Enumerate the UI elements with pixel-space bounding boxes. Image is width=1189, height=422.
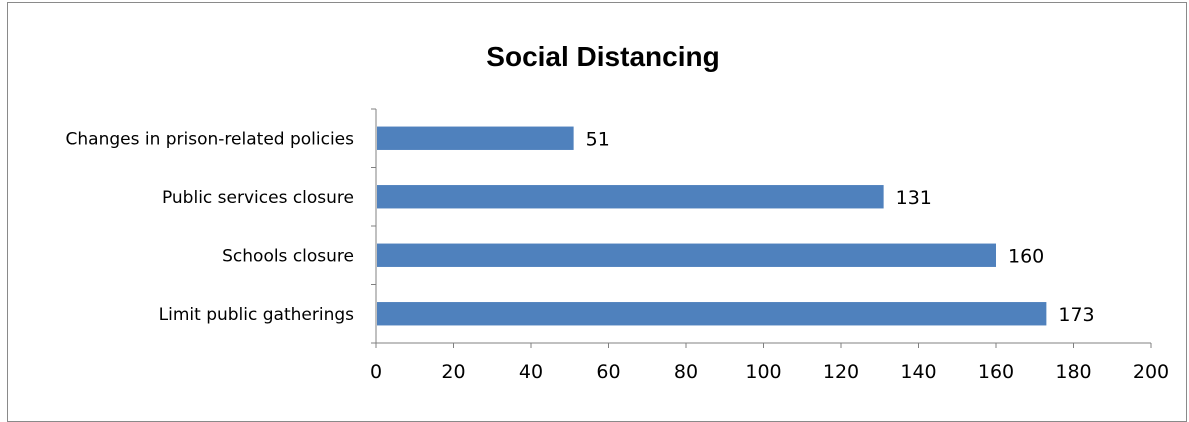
x-tick-label: 0 — [370, 361, 382, 383]
category-label: Public services closure — [162, 188, 354, 208]
x-tick-label: 100 — [745, 361, 781, 383]
x-tick-label: 160 — [978, 361, 1014, 383]
bar — [377, 185, 884, 209]
bar — [377, 126, 574, 150]
plot-area: 0 20 40 60 80 100 120 140 160 180 200 Limit public … — [66, 108, 1169, 383]
x-tick-label: 140 — [900, 361, 936, 383]
data-label: 160 — [1008, 245, 1044, 267]
x-tick-label: 80 — [674, 361, 698, 383]
x-tick-label: 60 — [596, 361, 620, 383]
x-tick-label: 200 — [1133, 361, 1169, 383]
x-tick-label: 180 — [1055, 361, 1091, 383]
data-label: 131 — [896, 187, 932, 209]
data-label: 51 — [586, 128, 610, 150]
category-label: Schools closure — [222, 246, 354, 266]
x-tick-label: 40 — [519, 361, 543, 383]
bar — [377, 243, 996, 267]
chart-title: Social Distancing — [486, 41, 719, 72]
data-label: 173 — [1058, 304, 1094, 326]
x-tick-label: 120 — [823, 361, 859, 383]
category-label: Limit public gatherings — [159, 305, 354, 325]
category-label: Changes in prison-related policies — [66, 129, 355, 149]
bar-chart: Social Distancing 0 20 40 60 80 100 120 140 160 1… — [66, 41, 1170, 383]
bar — [377, 302, 1047, 326]
chart-area — [7, 2, 1187, 422]
x-tick-label: 20 — [441, 361, 465, 383]
